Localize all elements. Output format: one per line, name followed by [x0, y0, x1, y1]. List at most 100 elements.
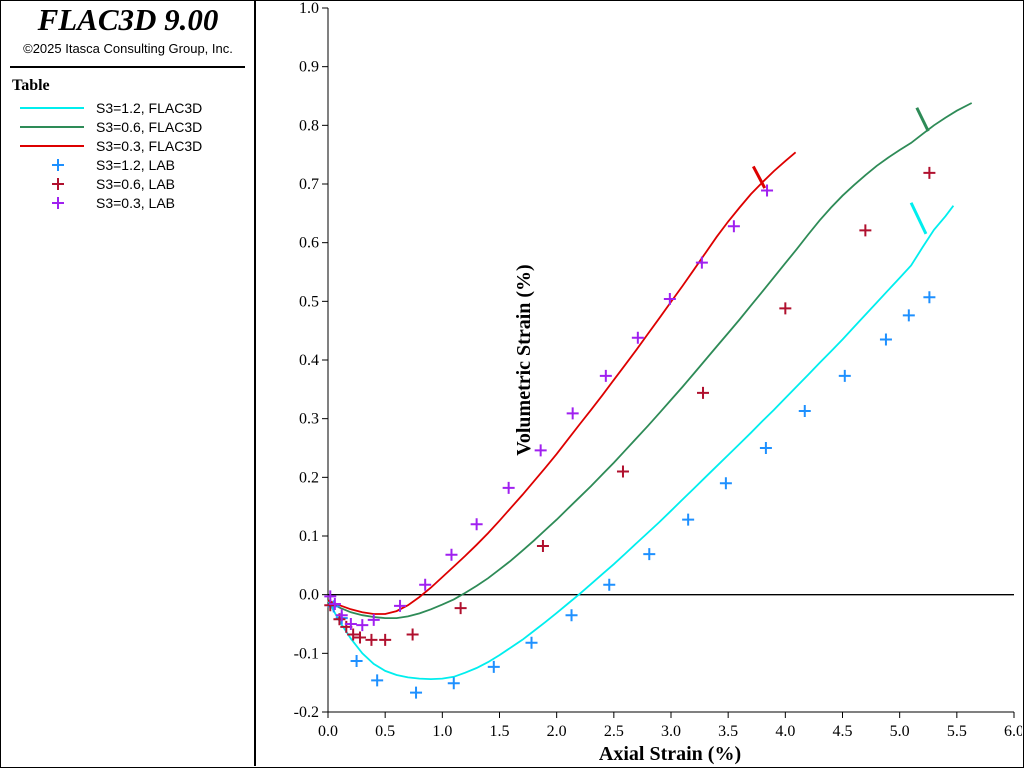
series-s3-0-3-lab-point [356, 619, 369, 632]
series-s3-0-3-lab-point [445, 548, 458, 561]
series-s3-1-2-lab-point [487, 660, 500, 673]
series-s3-0-3-lab-point [328, 598, 341, 611]
x-tick-label: 6.0 [1004, 723, 1022, 740]
x-tick-label: 4.0 [775, 723, 795, 740]
series-s3-0-6-lab-point [923, 166, 936, 179]
x-tick-label: 2.0 [547, 723, 567, 740]
series-s3-1-2-lab-point [759, 442, 772, 454]
series-s3-0-6-lab-point [379, 633, 392, 646]
series-s3-1-2-lab-point [923, 291, 936, 304]
x-tick-label: 0.0 [318, 723, 338, 740]
series-s3-0-6-flac3d-line [327, 102, 973, 619]
y-tick-label: -0.1 [294, 645, 319, 662]
series-s3-0-3-lab-point [470, 518, 483, 531]
series-s3-1-2-lab-point [565, 609, 578, 622]
chart-canvas: 0.0 0.5 1.0 1.5 2.0 2.5 3.0 3.5 4.0 4.5 5.0 5.5 6.0 -… [294, 0, 1022, 765]
legend-item-s3-0-6-lab: S3=0.6, LAB [20, 175, 250, 193]
series-s3-0-3-lab-point [566, 407, 579, 420]
series-s3-0-3-lab-point [631, 331, 644, 344]
legend-item-s3-1-2-lab: S3=1.2, LAB [20, 156, 250, 174]
legend-divider [10, 66, 245, 68]
legend-label: S3=0.6, LAB [96, 176, 176, 192]
x-tick-label: 3.5 [718, 723, 738, 740]
plus-marker-icon [52, 197, 64, 209]
y-tick-label: 0.3 [299, 411, 319, 428]
series-s3-1-2-lab-point [525, 636, 538, 649]
x-tick-label: 0.5 [375, 723, 395, 740]
series-s3-0-3-lab-point [324, 590, 337, 603]
series-s3-0-3-flac3d-line [327, 151, 797, 615]
plus-marker-icon [52, 178, 64, 190]
series-s3-0-3-lab-point [367, 613, 380, 626]
legend-line-symbol [20, 107, 84, 109]
series-s3-1-2-lab-point [350, 654, 363, 667]
series-s3-0-3-lab-point [761, 184, 774, 197]
series-s3-0-3-lab-point [419, 578, 432, 591]
series-s3-0-3-lab-point [695, 256, 708, 269]
legend-panel: FLAC3D 9.00 ©2025 Itasca Consulting Grou… [0, 0, 256, 766]
x-tick-label: 4.5 [833, 723, 853, 740]
series-s3-1-2-lab-point [643, 548, 656, 561]
series-s3-1-2-lab-point [719, 477, 732, 490]
series-s3-0-3-lab-point [335, 609, 348, 622]
series-s3-1-2-lab-point [410, 686, 423, 699]
series-s3-0-6-lab-point [697, 386, 710, 399]
y-tick-label: 0.5 [299, 293, 319, 310]
series-s3-0-3-lab-point [727, 220, 740, 233]
y-tick-label: 0.2 [299, 469, 319, 486]
series-s3-1-2-lab-point [902, 309, 915, 322]
plus-marker-icon [52, 159, 64, 171]
legend-label: S3=0.6, FLAC3D [96, 119, 203, 135]
y-axis-label: Volumetric Strain (%) [513, 264, 535, 455]
y-tick-label: 0.7 [299, 176, 319, 193]
series-s3-0-3-lab-point [394, 599, 407, 612]
x-tick-label: 5.0 [890, 723, 910, 740]
y-tick-label: 0.6 [299, 235, 319, 252]
series-s3-1-2-lab-point [682, 513, 695, 526]
y-tick-label: -0.2 [294, 704, 319, 721]
y-tick-label: 0.9 [299, 59, 319, 76]
x-axis-label: Axial Strain (%) [599, 743, 741, 765]
y-tick-label: 0.8 [299, 117, 319, 134]
x-tick-label: 5.5 [947, 723, 967, 740]
y-tick-label: 0.4 [299, 352, 319, 369]
legend-item-s3-0-3-flac3d: S3=0.3, FLAC3D [20, 137, 250, 155]
series-s3-1-2-lab-point [838, 369, 851, 382]
x-tick-label: 1.5 [490, 723, 510, 740]
legend-label: S3=0.3, FLAC3D [96, 138, 203, 154]
series-s3-0-6-lab-point [536, 539, 549, 552]
series-s3-1-2-lab-point [603, 578, 616, 591]
series-s3-0-6-flac3d-end-tick [915, 107, 930, 132]
legend-line-symbol [20, 126, 84, 128]
series-s3-0-6-lab-point [406, 628, 419, 641]
series-s3-1-2-flac3d-line [327, 205, 955, 681]
series-s3-0-6-lab-point [354, 631, 367, 644]
app-title: FLAC3D 9.00 [37, 2, 219, 37]
legend-label: S3=1.2, LAB [96, 157, 176, 173]
legend-title: Table [12, 77, 50, 94]
legend-item-s3-0-6-flac3d: S3=0.6, FLAC3D [20, 118, 250, 136]
series-s3-0-6-lab-point [454, 602, 467, 615]
series-s3-0-6-lab-point [347, 628, 360, 641]
y-tick-label: 0.1 [299, 528, 319, 545]
series-s3-1-2-lab-point [879, 333, 892, 346]
series-s3-0-6-lab-point [616, 465, 629, 478]
legend-label: S3=0.3, LAB [96, 195, 176, 211]
y-tick-label: 0.0 [299, 587, 319, 604]
series-s3-0-3-lab-point [534, 444, 547, 457]
axes-group: 0.0 0.5 1.0 1.5 2.0 2.5 3.0 3.5 4.0 4.5 5.0 5.5 6.0 -… [294, 0, 1022, 740]
series-s3-1-2-flac3d-end-tick [909, 202, 928, 235]
copyright-text: ©2025 Itasca Consulting Group, Inc. [23, 41, 233, 56]
legend-item-s3-1-2-flac3d: S3=1.2, FLAC3D [20, 99, 250, 117]
series-s3-1-2-lab-point [798, 405, 811, 418]
x-tick-label: 2.5 [604, 723, 624, 740]
series-s3-0-3-flac3d-end-tick [751, 165, 767, 189]
series-s3-0-3-lab-point [344, 618, 357, 630]
series-s3-1-2-lab-point [447, 677, 460, 690]
legend-item-s3-0-3-lab: S3=0.3, LAB [20, 194, 250, 212]
series-s3-0-3-lab-point [599, 369, 612, 382]
legend-label: S3=1.2, FLAC3D [96, 100, 203, 116]
legend-line-symbol [20, 145, 84, 147]
series-group [324, 102, 973, 699]
y-tick-label: 1.0 [299, 0, 319, 17]
